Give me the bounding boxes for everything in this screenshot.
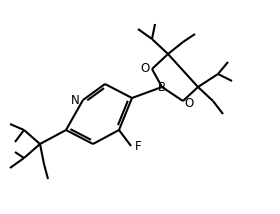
Text: F: F bbox=[135, 140, 141, 153]
Text: O: O bbox=[140, 61, 150, 74]
Text: O: O bbox=[184, 97, 194, 110]
Text: N: N bbox=[71, 94, 79, 107]
Text: B: B bbox=[158, 80, 166, 94]
